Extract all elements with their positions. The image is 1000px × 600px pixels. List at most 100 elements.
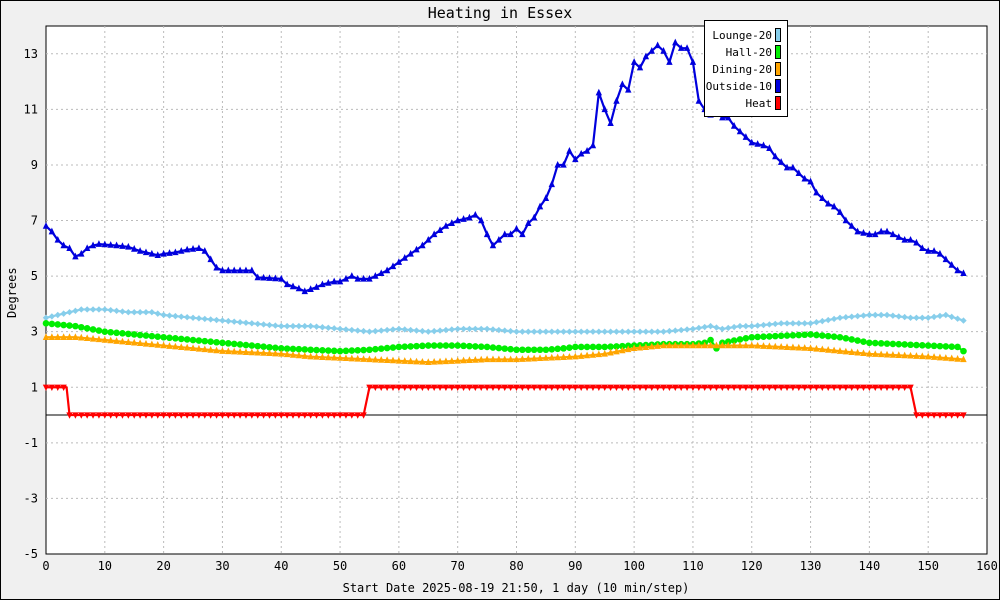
data-point xyxy=(766,342,773,350)
data-point xyxy=(478,216,485,224)
data-point xyxy=(719,113,726,121)
data-point xyxy=(483,343,491,351)
data-point xyxy=(125,338,132,345)
data-point xyxy=(89,334,97,342)
data-point xyxy=(313,283,320,290)
data-point xyxy=(225,266,232,274)
data-point xyxy=(813,331,820,339)
data-point xyxy=(924,412,932,419)
data-point xyxy=(66,412,73,419)
data-point xyxy=(919,244,926,252)
data-point xyxy=(689,341,697,349)
data-point xyxy=(83,244,91,252)
data-point xyxy=(954,343,961,351)
data-point xyxy=(525,219,532,227)
data-point xyxy=(848,313,855,320)
data-point xyxy=(136,247,144,254)
data-point xyxy=(501,327,508,334)
data-point xyxy=(595,343,603,351)
data-point xyxy=(236,412,244,419)
data-point xyxy=(895,340,903,348)
data-point xyxy=(919,342,926,349)
data-point xyxy=(936,312,944,320)
data-point xyxy=(378,384,385,391)
x-tick-label: 150 xyxy=(917,559,939,573)
data-point xyxy=(272,412,279,419)
data-point xyxy=(213,412,220,419)
data-point xyxy=(707,341,714,349)
data-point xyxy=(501,345,509,352)
data-point xyxy=(730,341,738,349)
data-point xyxy=(666,327,673,335)
data-point xyxy=(448,342,456,349)
data-point xyxy=(272,274,279,282)
data-point xyxy=(183,343,191,351)
data-point xyxy=(930,412,938,419)
data-point xyxy=(960,317,967,324)
data-point xyxy=(283,280,291,288)
data-point xyxy=(342,347,350,355)
data-point xyxy=(201,247,208,254)
data-point xyxy=(607,119,614,126)
data-point xyxy=(519,355,526,362)
data-point xyxy=(254,320,261,328)
data-point xyxy=(72,412,79,419)
data-point xyxy=(942,354,950,361)
data-point xyxy=(219,412,226,419)
data-point xyxy=(654,328,661,335)
data-point xyxy=(213,338,220,346)
data-point xyxy=(348,326,356,334)
data-point xyxy=(266,274,273,281)
data-point xyxy=(348,272,356,279)
data-point xyxy=(360,274,367,282)
data-point xyxy=(407,326,414,334)
x-tick-label: 60 xyxy=(392,559,406,573)
data-point xyxy=(730,323,738,331)
data-point xyxy=(489,344,497,351)
data-point xyxy=(207,316,214,323)
data-point xyxy=(889,230,897,238)
data-point xyxy=(725,341,732,349)
y-tick-label: 9 xyxy=(31,158,38,172)
data-point xyxy=(889,340,897,348)
data-point xyxy=(442,384,450,391)
data-point xyxy=(242,319,250,326)
data-point xyxy=(183,245,191,253)
data-point xyxy=(736,322,744,330)
data-point xyxy=(377,345,385,352)
data-point xyxy=(801,331,808,339)
data-point xyxy=(672,384,679,391)
data-point xyxy=(125,309,132,316)
data-point xyxy=(901,341,908,348)
data-point xyxy=(95,306,103,313)
data-point xyxy=(919,412,926,419)
data-point xyxy=(548,180,555,188)
data-point xyxy=(566,344,573,351)
data-point xyxy=(719,325,726,333)
data-point xyxy=(795,169,802,176)
data-point xyxy=(924,247,932,254)
data-point xyxy=(89,326,97,333)
data-point xyxy=(407,343,414,350)
data-point xyxy=(254,342,262,350)
data-point xyxy=(213,346,220,354)
data-point xyxy=(160,311,167,319)
data-point xyxy=(454,325,461,333)
data-point xyxy=(930,313,938,321)
data-point xyxy=(54,384,61,391)
data-point xyxy=(654,41,661,49)
data-point xyxy=(48,333,56,340)
data-point xyxy=(795,343,802,351)
data-point xyxy=(613,97,620,104)
data-point xyxy=(301,412,308,419)
data-point xyxy=(248,342,256,349)
data-point xyxy=(66,322,73,329)
data-point xyxy=(125,330,132,338)
data-point xyxy=(825,316,832,324)
data-point xyxy=(901,351,908,359)
data-point xyxy=(313,323,320,330)
data-point xyxy=(307,285,314,293)
data-point xyxy=(560,328,567,335)
data-point xyxy=(442,326,450,334)
data-point xyxy=(595,88,603,96)
